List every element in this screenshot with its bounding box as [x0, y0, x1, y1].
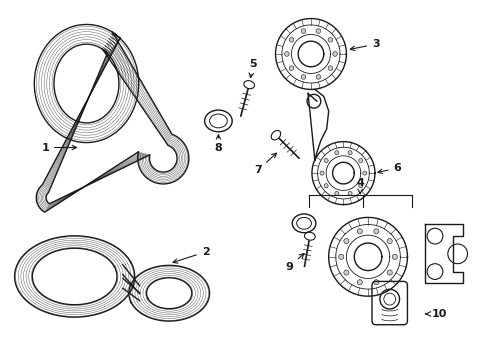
Circle shape — [301, 29, 305, 33]
Circle shape — [343, 270, 348, 275]
Circle shape — [288, 66, 293, 71]
Circle shape — [386, 238, 391, 244]
Circle shape — [373, 229, 378, 234]
Circle shape — [327, 66, 332, 71]
Circle shape — [357, 280, 362, 285]
Circle shape — [386, 270, 391, 275]
Circle shape — [315, 29, 320, 33]
Text: 10: 10 — [425, 309, 446, 319]
Circle shape — [315, 75, 320, 79]
Circle shape — [347, 151, 351, 155]
Text: 8: 8 — [214, 135, 222, 153]
Circle shape — [334, 151, 338, 155]
Circle shape — [288, 37, 293, 42]
Text: 4: 4 — [356, 178, 364, 194]
Circle shape — [391, 254, 397, 259]
Circle shape — [357, 229, 362, 234]
Circle shape — [347, 192, 351, 195]
Circle shape — [332, 52, 337, 56]
Circle shape — [301, 75, 305, 79]
Circle shape — [324, 184, 327, 188]
Circle shape — [358, 158, 362, 163]
Circle shape — [343, 238, 348, 244]
Text: 5: 5 — [248, 59, 256, 77]
Circle shape — [358, 184, 362, 188]
Text: 1: 1 — [41, 143, 77, 153]
Text: 2: 2 — [173, 247, 209, 263]
Circle shape — [319, 171, 324, 175]
Circle shape — [338, 254, 343, 259]
Text: 6: 6 — [377, 163, 401, 174]
Circle shape — [373, 280, 378, 285]
Circle shape — [284, 52, 288, 56]
Circle shape — [362, 171, 366, 175]
Text: 3: 3 — [349, 39, 379, 50]
Circle shape — [334, 192, 338, 195]
Circle shape — [324, 158, 327, 163]
Text: 7: 7 — [253, 153, 276, 175]
Circle shape — [327, 37, 332, 42]
Text: 9: 9 — [285, 253, 304, 272]
